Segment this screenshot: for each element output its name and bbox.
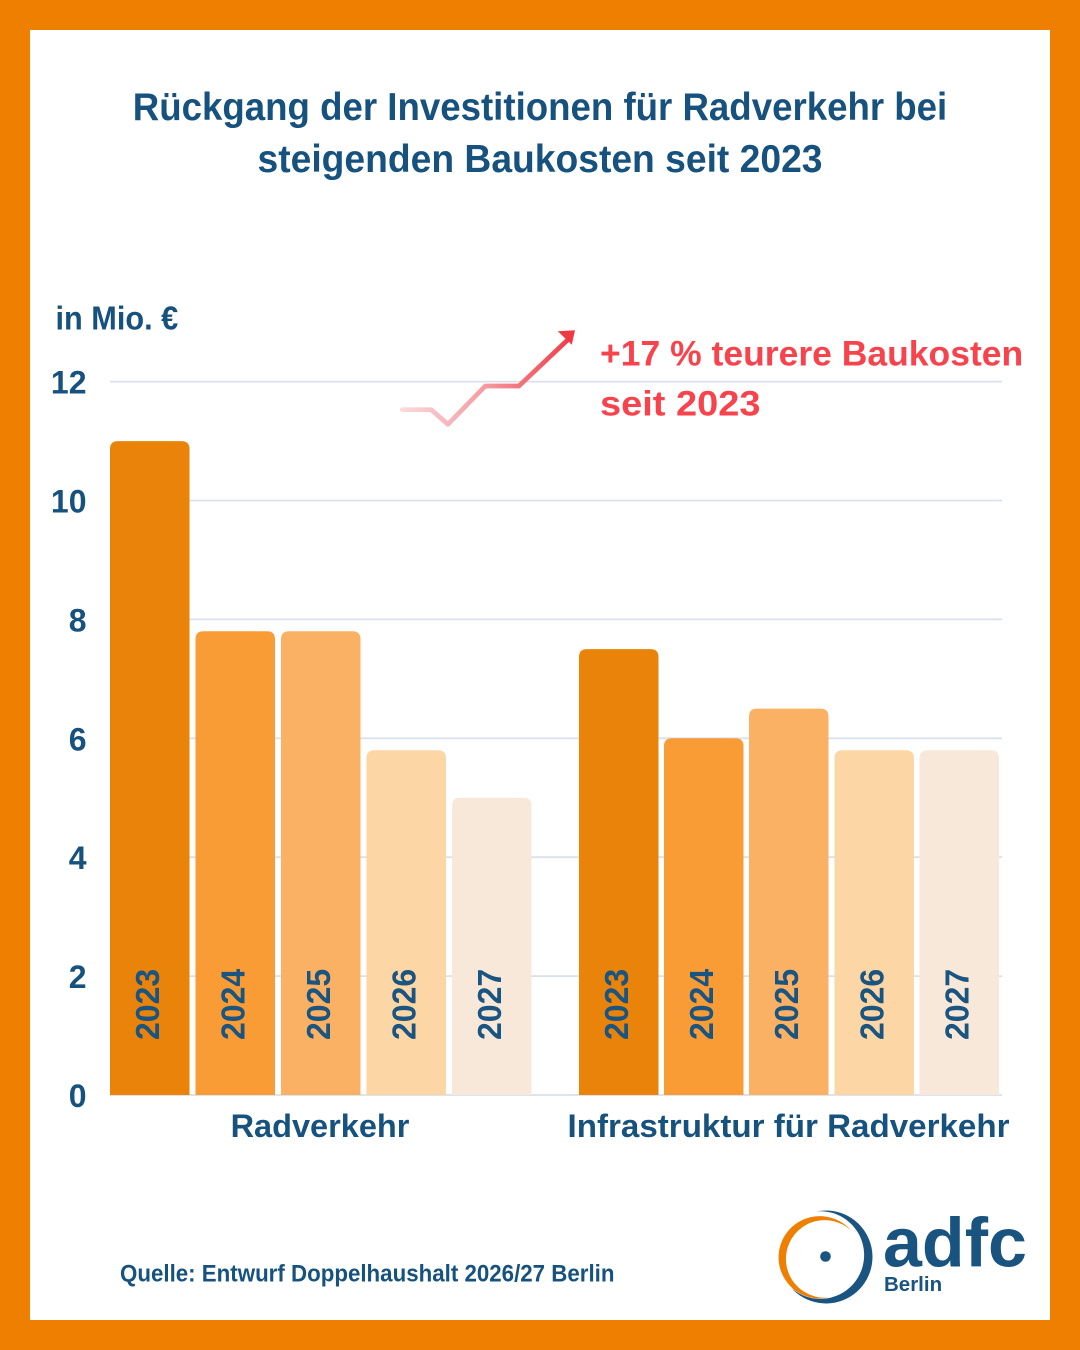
svg-text:2026: 2026 [854, 969, 891, 1040]
svg-text:2026: 2026 [386, 969, 423, 1040]
svg-text:6: 6 [69, 721, 87, 757]
svg-text:Quelle: Entwurf Doppelhaushalt: Quelle: Entwurf Doppelhaushalt 2026/27 B… [120, 1260, 614, 1287]
svg-text:2027: 2027 [939, 969, 976, 1040]
svg-text:Rückgang der Investitionen für: Rückgang der Investitionen für Radverkeh… [133, 86, 947, 129]
svg-text:in Mio. €: in Mio. € [56, 299, 179, 336]
svg-text:adfc: adfc [883, 1204, 1027, 1282]
svg-text:steigenden Baukosten seit 2023: steigenden Baukosten seit 2023 [258, 137, 823, 181]
svg-text:2025: 2025 [300, 969, 337, 1040]
svg-text:12: 12 [51, 365, 87, 401]
svg-text:2024: 2024 [215, 969, 252, 1040]
svg-text:2025: 2025 [768, 969, 805, 1040]
svg-text:0: 0 [69, 1078, 87, 1114]
svg-text:2027: 2027 [471, 969, 508, 1040]
svg-text:seit 2023: seit 2023 [600, 384, 760, 424]
svg-text:2: 2 [69, 959, 87, 995]
svg-text:Radverkehr: Radverkehr [231, 1108, 410, 1144]
svg-text:2024: 2024 [683, 969, 720, 1040]
svg-text:2023: 2023 [598, 969, 635, 1040]
svg-text:2023: 2023 [129, 969, 166, 1040]
svg-text:+17 % teurere Baukosten: +17 % teurere Baukosten [600, 333, 1023, 373]
svg-text:10: 10 [51, 484, 87, 520]
svg-text:Berlin: Berlin [884, 1273, 942, 1296]
svg-text:Infrastruktur für Radverkehr: Infrastruktur für Radverkehr [568, 1107, 1010, 1144]
svg-text:4: 4 [69, 840, 87, 876]
svg-text:8: 8 [69, 602, 87, 638]
